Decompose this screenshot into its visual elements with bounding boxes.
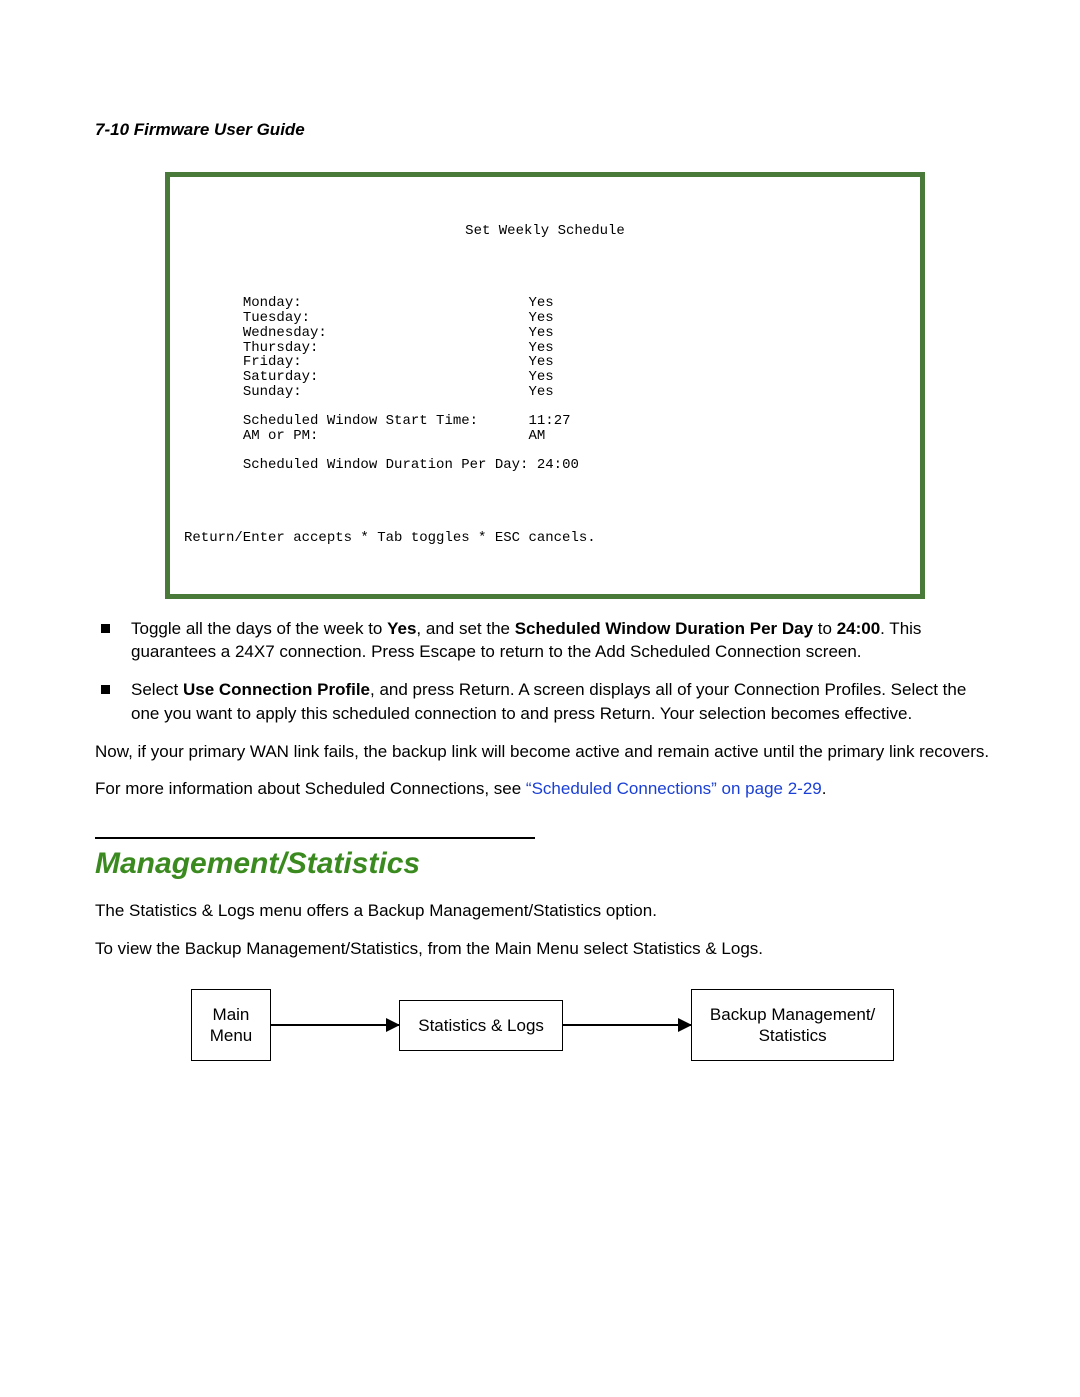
flow-arrow-icon bbox=[335, 1024, 399, 1026]
flow-connector bbox=[271, 1024, 335, 1026]
terminal-footer: Return/Enter accepts * Tab toggles * ESC… bbox=[184, 530, 596, 546]
bold-ucp: Use Connection Profile bbox=[183, 680, 370, 699]
value: Yes bbox=[528, 295, 553, 311]
text: Statistics & Logs bbox=[418, 1016, 544, 1035]
bold-swd: Scheduled Window Duration Per Day bbox=[515, 619, 813, 638]
section-rule bbox=[95, 837, 535, 839]
row-sunday: Sunday: Yes bbox=[184, 384, 554, 400]
row-thursday: Thursday: Yes bbox=[184, 340, 554, 356]
flow-box-main-menu: Main Menu bbox=[191, 989, 272, 1062]
label: Scheduled Window Start Time: bbox=[243, 413, 478, 429]
bold-yes: Yes bbox=[387, 619, 416, 638]
flow-connector bbox=[563, 1024, 627, 1026]
row-start-time: Scheduled Window Start Time: 11:27 bbox=[184, 413, 571, 429]
flow-diagram: Main Menu Statistics & Logs Backup Manag… bbox=[95, 989, 990, 1062]
value: Yes bbox=[528, 310, 553, 326]
row-wednesday: Wednesday: Yes bbox=[184, 325, 554, 341]
paragraph-wan-failover: Now, if your primary WAN link fails, the… bbox=[95, 740, 990, 764]
value: AM bbox=[528, 428, 545, 444]
value: Yes bbox=[528, 354, 553, 370]
page: 7-10 Firmware User Guide Set Weekly Sche… bbox=[0, 0, 1080, 1121]
terminal-title: Set Weekly Schedule bbox=[184, 224, 906, 239]
label: Scheduled Window Duration Per Day: bbox=[243, 457, 529, 473]
text: Select bbox=[131, 680, 183, 699]
text: Menu bbox=[210, 1026, 253, 1045]
terminal-body: Monday: Yes Tuesday: Yes Wednesday: Yes … bbox=[184, 296, 906, 546]
value: 24:00 bbox=[537, 457, 579, 473]
row-duration: Scheduled Window Duration Per Day: 24:00 bbox=[184, 457, 579, 473]
label: Thursday: bbox=[243, 340, 319, 356]
value: Yes bbox=[528, 384, 553, 400]
text: . bbox=[822, 779, 827, 798]
bullet-2: Select Use Connection Profile, and press… bbox=[95, 678, 990, 726]
text: Toggle all the days of the week to bbox=[131, 619, 387, 638]
text: Main bbox=[213, 1005, 250, 1024]
value: 11:27 bbox=[528, 413, 570, 429]
text: Backup Management/ bbox=[710, 1005, 875, 1024]
label: Friday: bbox=[243, 354, 302, 370]
paragraph-stats-menu: The Statistics & Logs menu offers a Back… bbox=[95, 899, 990, 923]
row-ampm: AM or PM: AM bbox=[184, 428, 545, 444]
row-friday: Friday: Yes bbox=[184, 354, 554, 370]
text: to bbox=[813, 619, 837, 638]
text: Statistics bbox=[759, 1026, 827, 1045]
terminal-screenshot: Set Weekly Schedule Monday: Yes Tuesday:… bbox=[165, 172, 925, 599]
flow-box-backup-mgmt: Backup Management/ Statistics bbox=[691, 989, 894, 1062]
text: For more information about Scheduled Con… bbox=[95, 779, 526, 798]
row-monday: Monday: Yes bbox=[184, 295, 554, 311]
value: Yes bbox=[528, 340, 553, 356]
bullet-1: Toggle all the days of the week to Yes, … bbox=[95, 617, 990, 665]
value: Yes bbox=[528, 325, 553, 341]
label: Sunday: bbox=[243, 384, 302, 400]
label: Tuesday: bbox=[243, 310, 310, 326]
scheduled-connections-link[interactable]: “Scheduled Connections” on page 2-29 bbox=[526, 779, 822, 798]
label: Saturday: bbox=[243, 369, 319, 385]
paragraph-view-stats: To view the Backup Management/Statistics… bbox=[95, 937, 990, 961]
page-header: 7-10 Firmware User Guide bbox=[95, 120, 990, 140]
row-saturday: Saturday: Yes bbox=[184, 369, 554, 385]
label: AM or PM: bbox=[243, 428, 319, 444]
label: Wednesday: bbox=[243, 325, 327, 341]
bullet-list: Toggle all the days of the week to Yes, … bbox=[95, 617, 990, 726]
text: , and set the bbox=[416, 619, 514, 638]
flow-box-stats-logs: Statistics & Logs bbox=[399, 1000, 563, 1051]
section-title: Management/Statistics bbox=[95, 847, 990, 881]
flow-arrow-icon bbox=[627, 1024, 691, 1026]
row-tuesday: Tuesday: Yes bbox=[184, 310, 554, 326]
label: Monday: bbox=[243, 295, 302, 311]
paragraph-more-info: For more information about Scheduled Con… bbox=[95, 777, 990, 801]
bold-value: 24:00 bbox=[837, 619, 880, 638]
value: Yes bbox=[528, 369, 553, 385]
